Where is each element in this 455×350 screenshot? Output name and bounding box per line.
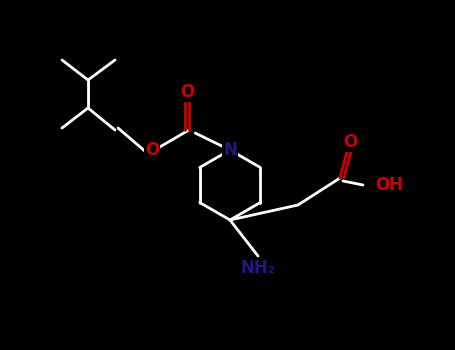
Text: OH: OH (375, 176, 403, 194)
Text: O: O (180, 83, 194, 101)
Text: NH₂: NH₂ (241, 259, 275, 277)
Text: O: O (145, 141, 159, 159)
Text: O: O (343, 133, 357, 151)
Text: N: N (223, 141, 237, 159)
